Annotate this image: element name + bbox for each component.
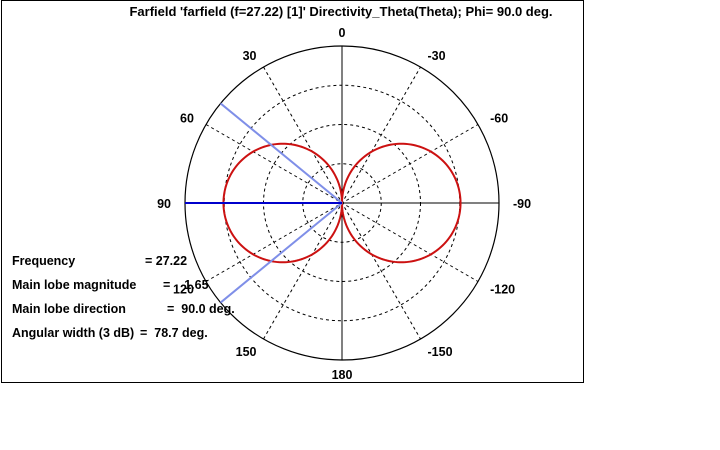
info-frequency: Frequency = 27.22	[12, 254, 187, 268]
direction-label: Main lobe direction	[12, 302, 126, 316]
angle-tick-label: 150	[236, 345, 257, 359]
angle-tick-label: 60	[180, 112, 194, 126]
half-power-line-2	[219, 202, 343, 304]
angle-tick-label: -90	[513, 197, 531, 211]
info-direction: Main lobe direction = 90.0 deg.	[12, 302, 235, 316]
angle-tick-label: -60	[490, 112, 508, 126]
frequency-label: Frequency	[12, 254, 76, 268]
frequency-value: = 27.22	[145, 254, 188, 268]
info-magnitude: Main lobe magnitude = 1.65	[12, 278, 209, 292]
angle-ticks: 0 -30 -60 -90 -120 -150 180 150 120 90 60 30	[157, 26, 531, 382]
info-width: Angular width (3 dB) = 78.7 deg.	[12, 326, 208, 340]
magnitude-value: = 1.65	[163, 278, 209, 292]
width-value: = 78.7 deg.	[140, 326, 208, 340]
plot-frame: Farfield 'farfield (f=27.22) [1]' Direct…	[1, 0, 584, 383]
angle-tick-label: -120	[490, 283, 515, 297]
chart-title: Farfield 'farfield (f=27.22) [1]' Direct…	[129, 4, 552, 19]
width-label: Angular width (3 dB)	[12, 326, 135, 340]
angle-tick-label: -30	[428, 49, 446, 63]
magnitude-label: Main lobe magnitude	[12, 278, 137, 292]
direction-value: = 90.0 deg.	[167, 302, 235, 316]
series-layer	[185, 102, 462, 304]
polar-plot: Farfield 'farfield (f=27.22) [1]' Direct…	[129, 4, 552, 382]
angle-tick-label: -150	[428, 345, 453, 359]
angle-tick-label: 0	[339, 26, 346, 40]
half-power-line-1	[219, 102, 343, 204]
angle-tick-label: 90	[157, 197, 171, 211]
angle-tick-label: 180	[332, 368, 353, 382]
angle-tick-label: 30	[243, 49, 257, 63]
angle-tick-label: 120	[173, 283, 194, 297]
